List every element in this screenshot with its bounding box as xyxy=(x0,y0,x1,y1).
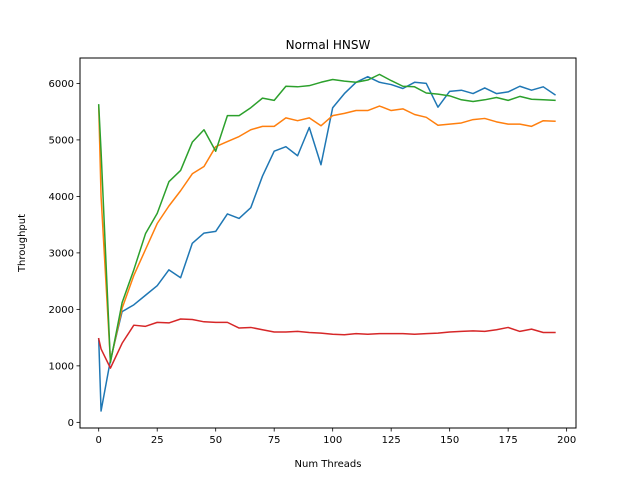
y-tick-label: 2000 xyxy=(49,305,74,316)
x-tick-label: 0 xyxy=(96,435,102,446)
plot-area: 0 25 50 75 100 125 150 175 200 0 1000 2000 3000 4000… xyxy=(49,57,577,446)
x-tick-label: 75 xyxy=(268,435,281,446)
y-tick-label: 3000 xyxy=(49,248,74,259)
series-line-3 xyxy=(97,73,556,364)
y-tick-label: 5000 xyxy=(49,135,74,146)
x-axis-ticks: 0 25 50 75 100 125 150 175 200 xyxy=(96,428,576,446)
x-tick-label: 150 xyxy=(440,435,459,446)
x-tick-label: 200 xyxy=(557,435,576,446)
series-line-1 xyxy=(97,75,556,412)
x-axis-label: Num Threads xyxy=(295,459,362,470)
y-axis-ticks: 0 1000 2000 3000 4000 5000 6000 xyxy=(49,79,80,429)
x-tick-label: 100 xyxy=(323,435,342,446)
y-tick-label: 0 xyxy=(68,418,74,429)
x-tick-label: 175 xyxy=(499,435,518,446)
chart-title: Normal HNSW xyxy=(286,38,371,52)
axes-frame xyxy=(79,57,577,429)
y-tick-label: 1000 xyxy=(49,361,74,372)
x-tick-label: 125 xyxy=(382,435,401,446)
y-tick-label: 4000 xyxy=(49,192,74,203)
series-line-2 xyxy=(97,105,556,363)
y-axis-label: Throughput xyxy=(17,214,28,273)
series-layer xyxy=(97,73,556,412)
x-tick-label: 25 xyxy=(151,435,164,446)
y-tick-label: 6000 xyxy=(49,79,74,90)
x-tick-label: 50 xyxy=(209,435,222,446)
series-line-4 xyxy=(97,318,556,369)
